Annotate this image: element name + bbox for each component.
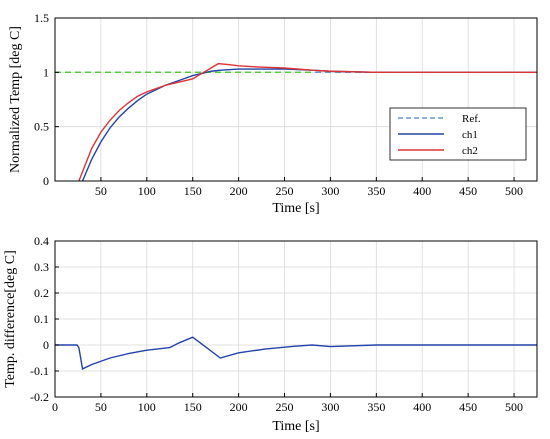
chart-temp-difference: 0 50 100 150 200 250 300 350 400 450 500 -0.2 -0.1 0 0… <box>3 234 538 434</box>
legend-label: ch2 <box>462 145 478 157</box>
legend: Ref. ch1 ch2 <box>389 107 527 161</box>
x-tick-label: 0 <box>52 400 58 414</box>
y-axis-label: Normalized Temp [deg C] <box>8 26 23 173</box>
y-tick-label: 0.2 <box>34 286 49 300</box>
x-tick-label: 500 <box>505 184 523 198</box>
x-tick-label: 300 <box>321 400 339 414</box>
y-tick-label: 0 <box>43 174 49 188</box>
x-tick-label: 50 <box>95 184 107 198</box>
x-tick-label: 150 <box>184 400 202 414</box>
x-tick-label: 450 <box>459 184 477 198</box>
x-tick-label: 50 <box>95 400 107 414</box>
x-tick-label: 250 <box>276 184 294 198</box>
y-tick-label: 0.4 <box>34 234 49 248</box>
x-tick-label: 400 <box>413 400 431 414</box>
x-tick-label: 100 <box>138 184 156 198</box>
y-tick-label: 0.1 <box>34 312 49 326</box>
y-tick-label: 0.5 <box>34 120 49 134</box>
x-tick-label: 350 <box>367 400 385 414</box>
x-axis-label: Time [s] <box>272 201 319 216</box>
x-tick-label: 150 <box>184 184 202 198</box>
x-tick-label: 250 <box>276 400 294 414</box>
x-tick-label: 200 <box>230 400 248 414</box>
x-tick-label: 400 <box>413 184 431 198</box>
y-tick-label: 0 <box>43 338 49 352</box>
y-tick-label: 0.3 <box>34 260 49 274</box>
y-tick-label: -0.2 <box>30 390 49 404</box>
x-tick-label: 200 <box>230 184 248 198</box>
x-tick-label: 450 <box>459 400 477 414</box>
x-tick-label: 500 <box>505 400 523 414</box>
series-line-ch2 <box>78 62 537 182</box>
plot-frame <box>54 17 538 182</box>
y-tick-label: 1 <box>43 65 49 79</box>
x-tick-label: 100 <box>138 400 156 414</box>
y-axis-label: Temp. difference[deg C] <box>3 250 18 388</box>
chart-normalized-temp: 50 100 150 200 250 300 350 400 450 500 0 0.5 1 1.5 Tim… <box>8 11 538 216</box>
y-tick-label: -0.1 <box>30 364 49 378</box>
y-tick-label: 1.5 <box>34 11 49 25</box>
legend-label: Ref. <box>462 113 481 125</box>
legend-label: ch1 <box>462 129 478 141</box>
x-tick-label: 350 <box>367 184 385 198</box>
x-tick-label: 300 <box>321 184 339 198</box>
series-line <box>55 336 537 370</box>
x-axis-label: Time [s] <box>272 419 319 434</box>
